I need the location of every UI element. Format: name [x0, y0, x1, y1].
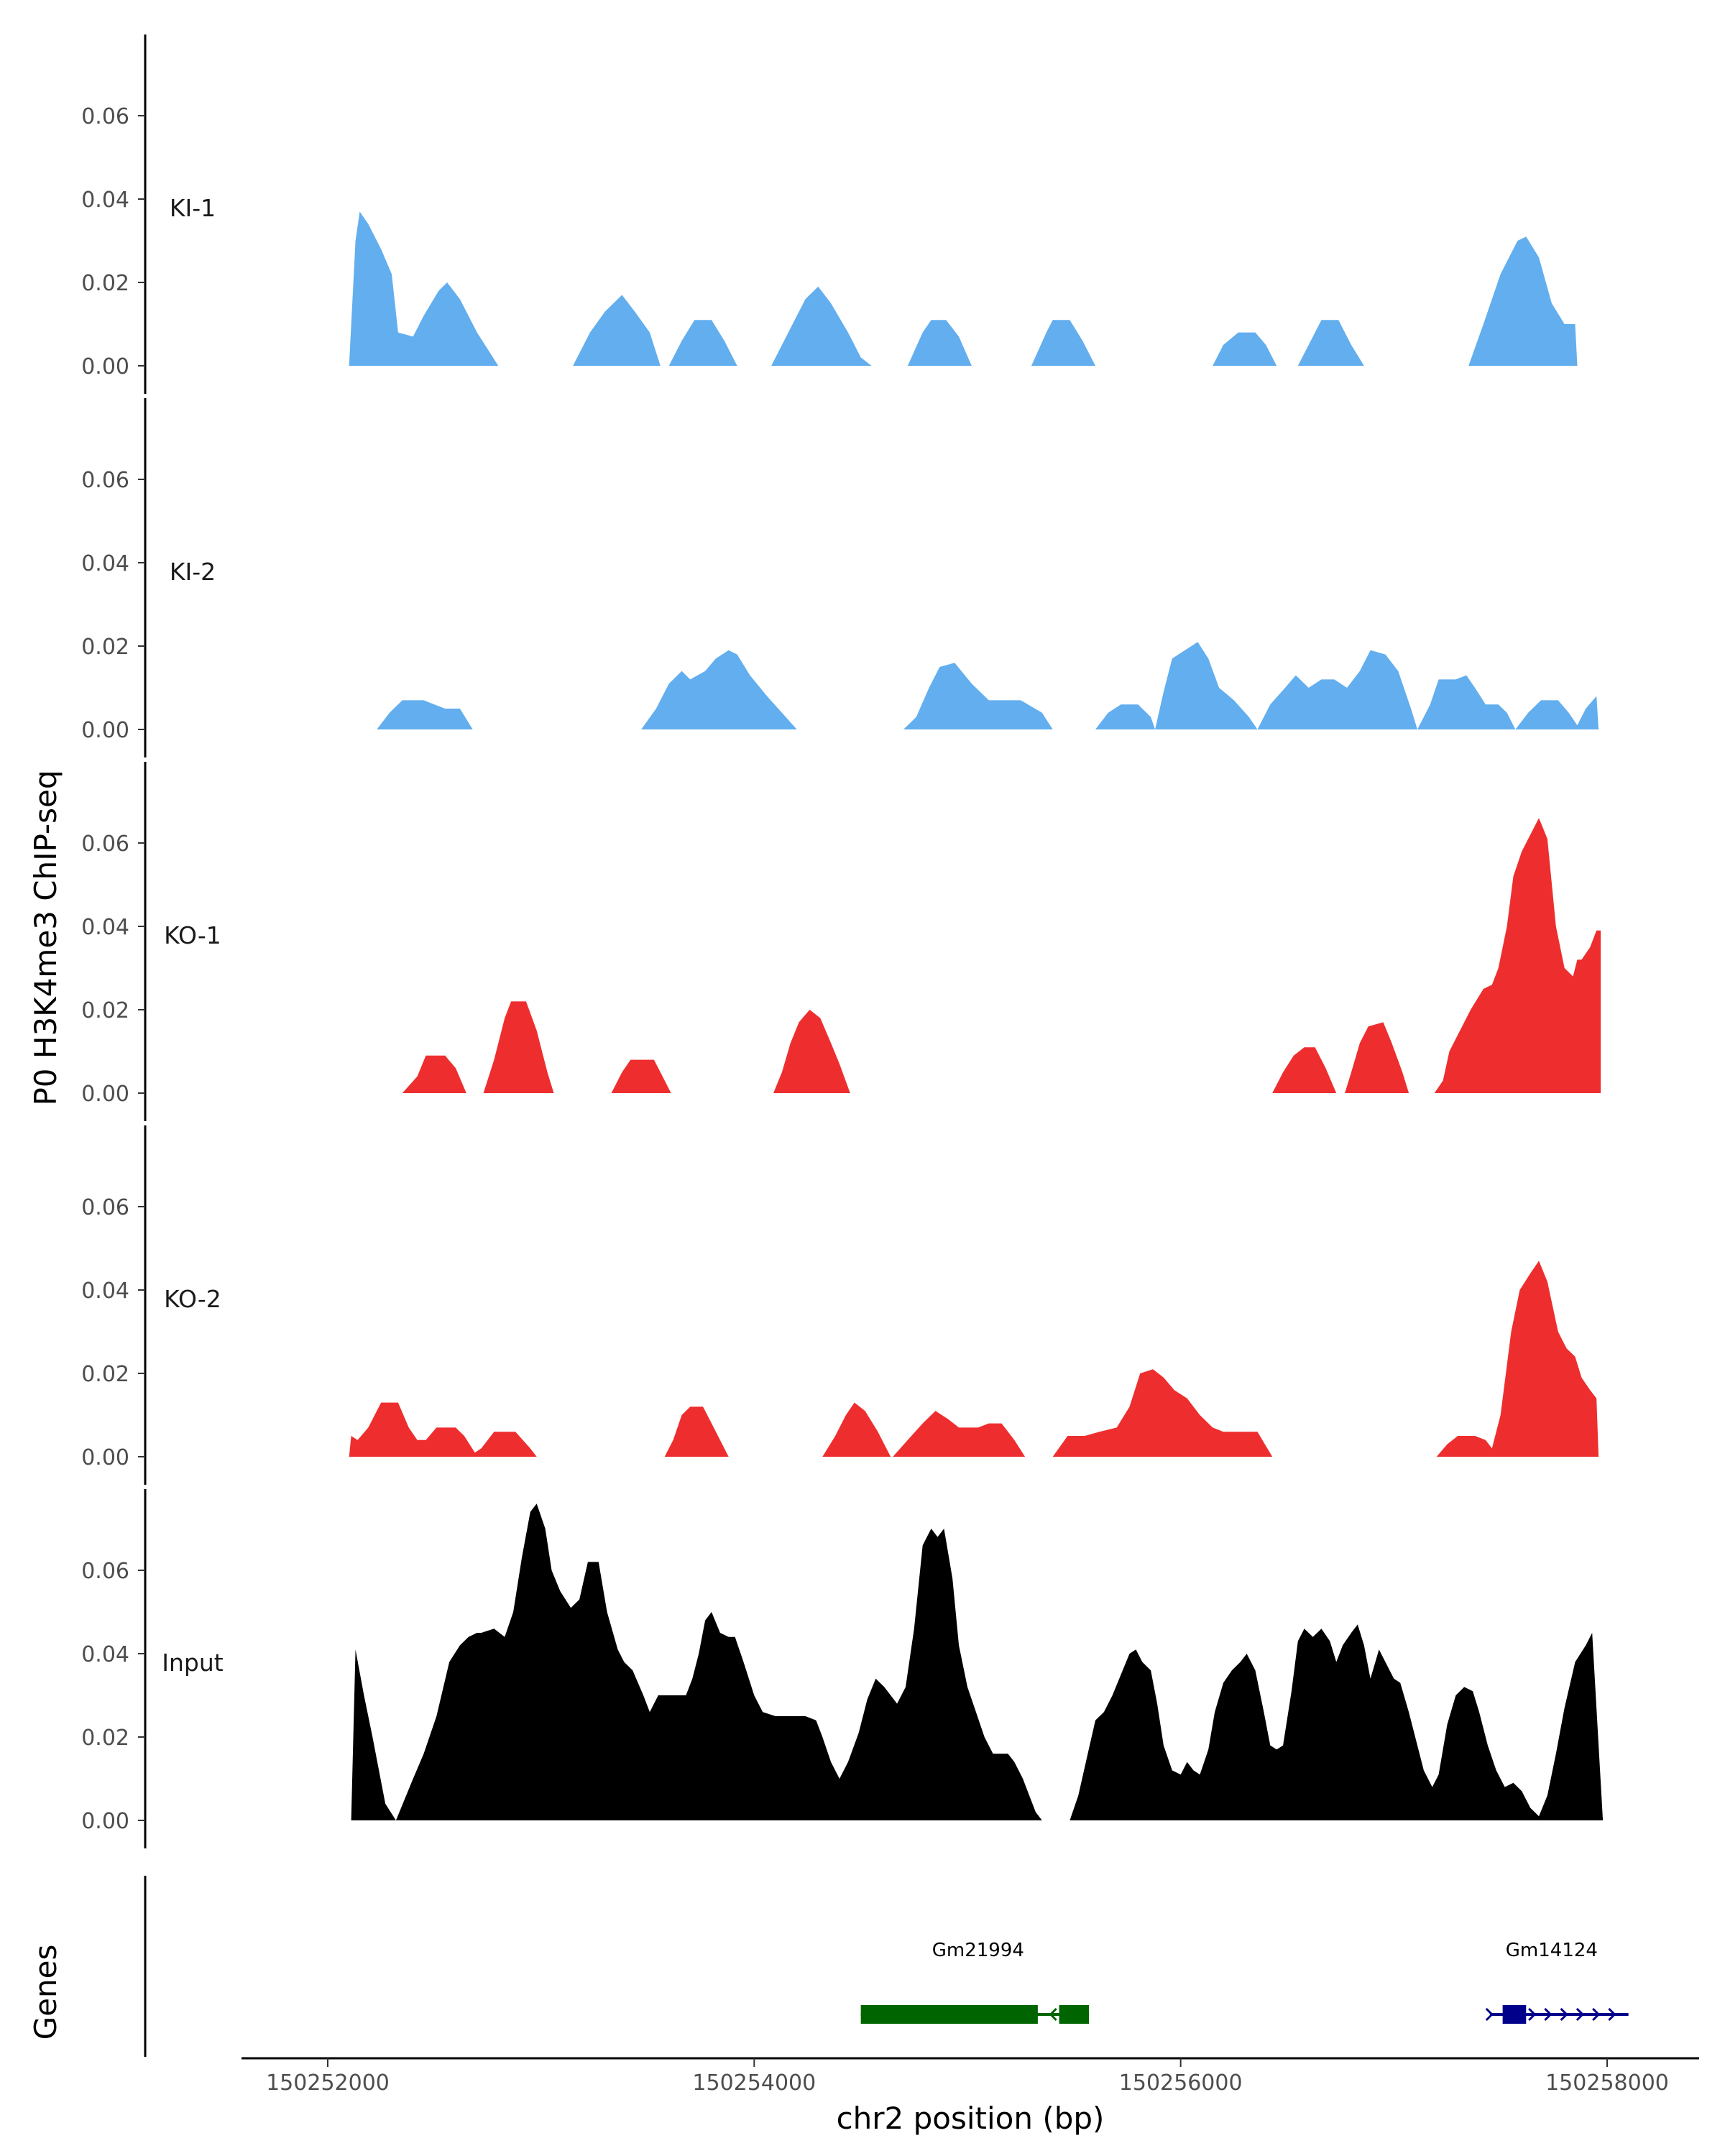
y-tick-label: 0.06 — [81, 468, 129, 493]
coverage-area-ko-1-1 — [483, 1001, 554, 1093]
genes-layer: Gm21994 Gm14124 — [144, 1876, 1629, 2057]
gene-gm14124: Gm14124 — [1485, 1940, 1629, 2024]
y-tick-label: 0.00 — [81, 718, 129, 743]
strand-arrow — [1608, 2007, 1616, 2022]
coverage-area-ko-2-0 — [349, 1402, 537, 1457]
y-tick-label: 0.04 — [81, 188, 129, 213]
gene-label: Gm14124 — [1506, 1940, 1598, 1961]
gene-exon — [860, 2005, 1038, 2024]
y-tick-label: 0.04 — [81, 915, 129, 940]
track-label: KI-1 — [170, 194, 216, 222]
coverage-area-ki-1-5 — [1031, 320, 1095, 366]
y-axis-title: P0 H3K4me3 ChIP-seq — [28, 770, 63, 1105]
coverage-area-ki-2-0 — [377, 700, 473, 729]
genes-axis-title: Genes — [28, 1945, 63, 2040]
track-label: KO-2 — [164, 1285, 221, 1313]
track-label: KO-1 — [164, 921, 221, 949]
track-ko-2: 0.00 0.02 0.04 0.06 KO-2 — [81, 1125, 1599, 1485]
coverage-area-ki-1-0 — [349, 211, 499, 366]
track-input: 0.00 0.02 0.04 0.06 Input — [81, 1489, 1604, 1848]
strand-arrow — [1576, 2007, 1585, 2022]
coverage-area-ko-1-2 — [611, 1059, 671, 1093]
coverage-area-ko-1-0 — [402, 1055, 466, 1093]
coverage-area-input-2 — [1070, 1624, 1604, 1820]
coverage-area-ki-1-2 — [668, 320, 737, 366]
coverage-area-ko-1-5 — [1345, 1022, 1409, 1093]
y-tick-label: 0.06 — [81, 1559, 129, 1584]
coverage-area-ki-2-3 — [1095, 642, 1599, 729]
coverage-area-ki-1-8 — [1468, 236, 1578, 366]
gene-exon — [1502, 2005, 1527, 2024]
track-label: KI-2 — [170, 558, 216, 586]
track-ki-2: 0.00 0.02 0.04 0.06 KI-2 — [81, 398, 1599, 757]
coverage-area-ki-1-6 — [1213, 332, 1277, 366]
y-tick-label: 0.04 — [81, 1279, 129, 1304]
coverage-area-input-1 — [395, 1503, 1042, 1820]
x-tick-label: 150254000 — [692, 2070, 816, 2096]
strand-arrow — [1485, 2007, 1494, 2022]
coverage-area-ko-2-3 — [893, 1411, 1026, 1457]
y-tick-label: 0.00 — [81, 1082, 129, 1107]
coverage-area-ki-1-1 — [573, 295, 661, 366]
coverage-area-ko-1-4 — [1272, 1047, 1337, 1093]
y-tick-label: 0.04 — [81, 1642, 129, 1667]
strand-arrow — [1592, 2007, 1601, 2022]
strand-arrow — [1544, 2007, 1552, 2022]
coverage-area-ko-1-3 — [773, 1010, 850, 1093]
y-tick-label: 0.04 — [81, 551, 129, 576]
y-tick-label: 0.02 — [81, 998, 129, 1023]
y-tick-label: 0.06 — [81, 1195, 129, 1220]
y-tick-label: 0.06 — [81, 104, 129, 129]
y-tick-label: 0.00 — [81, 1809, 129, 1834]
tracks-layer: 0.00 0.02 0.04 0.06 KI-1 0.00 0.02 0.04 0.06 KI-2… — [81, 34, 1604, 1848]
coverage-area-ko-1-6 — [1434, 818, 1601, 1093]
coverage-area-ki-2-1 — [641, 650, 797, 729]
y-tick-label: 0.00 — [81, 1445, 129, 1470]
x-tick-label: 150256000 — [1119, 2070, 1243, 2096]
track-ko-1: 0.00 0.02 0.04 0.06 KO-1 — [81, 762, 1601, 1121]
coverage-area-input-0 — [351, 1649, 396, 1820]
coverage-area-ki-1-3 — [754, 286, 872, 366]
x-axis: 150252000 150254000 150256000 150258000 — [242, 2057, 1699, 2096]
coverage-area-ki-2-2 — [903, 663, 1053, 729]
y-tick-label: 0.02 — [81, 635, 129, 660]
strand-arrow — [1528, 2007, 1537, 2022]
coverage-area-ki-1-7 — [1297, 320, 1364, 366]
y-tick-label: 0.02 — [81, 271, 129, 296]
gene-gm21994: Gm21994 — [860, 1940, 1090, 2024]
strand-arrow — [1049, 2007, 1057, 2022]
coverage-area-ko-2-1 — [664, 1406, 729, 1457]
track-label: Input — [162, 1649, 224, 1677]
coverage-area-ki-1-4 — [907, 320, 972, 366]
y-tick-label: 0.02 — [81, 1362, 129, 1387]
gene-exon — [1059, 2005, 1090, 2024]
y-tick-label: 0.02 — [81, 1726, 129, 1751]
track-ki-1: 0.00 0.02 0.04 0.06 KI-1 — [81, 34, 1578, 394]
gene-label: Gm21994 — [932, 1940, 1024, 1961]
y-tick-label: 0.06 — [81, 831, 129, 857]
x-tick-label: 150252000 — [266, 2070, 390, 2096]
coverage-area-ko-2-5 — [1436, 1261, 1599, 1457]
coverage-area-ko-2-4 — [1052, 1369, 1273, 1457]
x-axis-title: chr2 position (bp) — [837, 2101, 1105, 2136]
y-tick-label: 0.00 — [81, 354, 129, 379]
coverage-area-ko-2-2 — [822, 1402, 891, 1457]
x-tick-label: 150258000 — [1545, 2070, 1669, 2096]
strand-arrow — [1560, 2007, 1568, 2022]
